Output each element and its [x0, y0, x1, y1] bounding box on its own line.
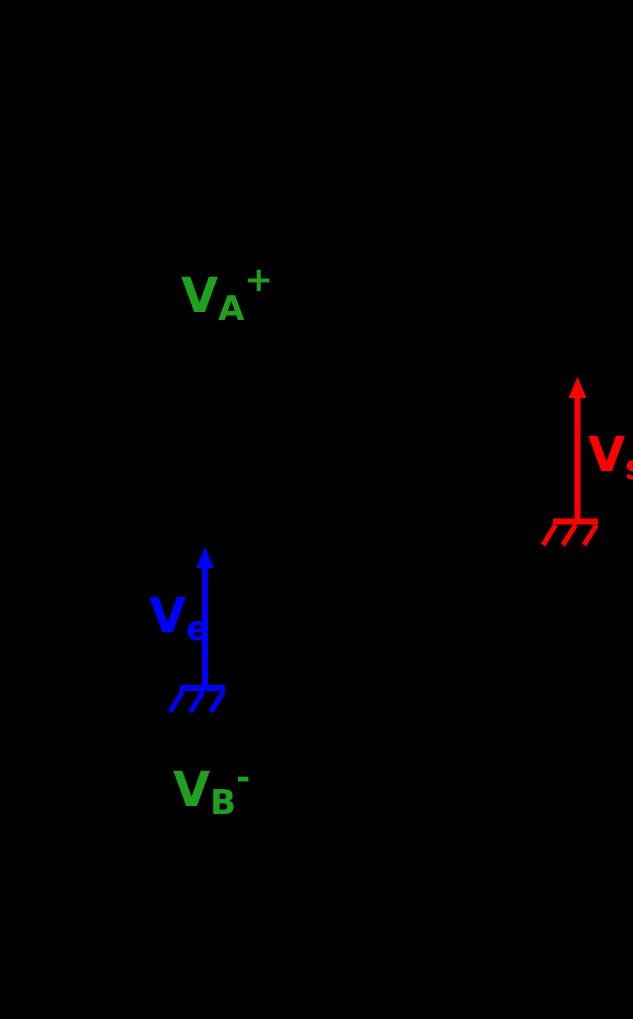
label-vb-subscript: B	[210, 783, 237, 823]
label-vb-superscript: -	[236, 758, 251, 798]
label-vs: Vs	[588, 431, 633, 485]
vs-arrowhead-icon	[568, 377, 587, 398]
label-va-superscript: +	[244, 260, 273, 300]
label-vs-subscript: s	[625, 448, 633, 488]
ve-ground-hatch	[208, 690, 226, 714]
label-vb-minus: VB-	[173, 761, 250, 820]
label-vb-base: V	[173, 762, 211, 818]
label-va-plus: VA+	[181, 263, 273, 326]
label-ve: Ve	[149, 592, 209, 646]
ve-voltage-arrow-graphic	[167, 547, 226, 714]
ve-arrowhead-icon	[196, 547, 214, 568]
vs-ground-hatch	[540, 523, 558, 547]
label-va-subscript: A	[218, 289, 245, 329]
vs-ground-icon	[540, 518, 599, 547]
vs-voltage-arrow-graphic	[540, 377, 599, 547]
vs-ground-hatch	[560, 523, 578, 547]
label-ve-subscript: e	[186, 609, 210, 649]
ve-ground-icon	[167, 685, 226, 714]
label-ve-base: V	[149, 588, 187, 644]
ve-ground-hatch	[167, 690, 185, 714]
vs-ground-hatch	[581, 523, 599, 547]
ve-ground-hatch	[188, 690, 206, 714]
label-vs-base: V	[588, 427, 626, 483]
label-va-base: V	[181, 268, 219, 324]
